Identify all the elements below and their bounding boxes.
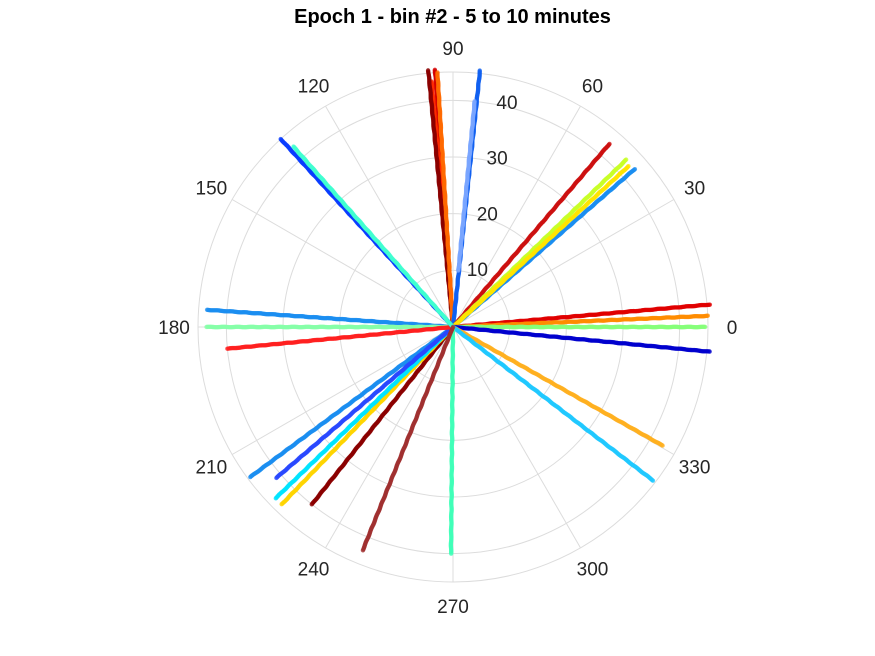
data-point <box>623 157 629 162</box>
data-points <box>204 67 713 556</box>
data-point <box>707 302 713 307</box>
series-15 <box>450 324 656 483</box>
data-point <box>705 313 710 318</box>
data-point <box>626 163 631 169</box>
data-point <box>660 443 665 448</box>
series-6 <box>450 141 612 330</box>
theta-grid-spoke <box>452 105 581 328</box>
series-5 <box>456 99 477 273</box>
theta-grid-spoke <box>325 105 454 328</box>
series-9 <box>450 163 631 330</box>
data-point <box>472 99 477 104</box>
chart-title: Epoch 1 - bin #2 - 5 to 10 minutes <box>294 6 611 28</box>
data-point <box>607 141 612 147</box>
data-point <box>435 70 440 75</box>
theta-grid-spoke <box>325 326 454 549</box>
data-point <box>279 501 284 507</box>
data-point <box>309 502 314 507</box>
series-3 <box>435 70 456 330</box>
theta-grid-spoke <box>452 199 675 328</box>
theta-grid-spoke <box>231 326 454 455</box>
data-point <box>632 166 638 172</box>
data-point <box>702 324 708 330</box>
data-point <box>425 68 431 73</box>
theta-grid-spoke <box>452 326 581 549</box>
data-point <box>650 478 656 483</box>
series-2 <box>425 68 456 330</box>
data-point <box>707 349 712 354</box>
data-point <box>477 68 482 73</box>
theta-grid-spoke <box>231 199 454 328</box>
data-point <box>448 551 454 556</box>
